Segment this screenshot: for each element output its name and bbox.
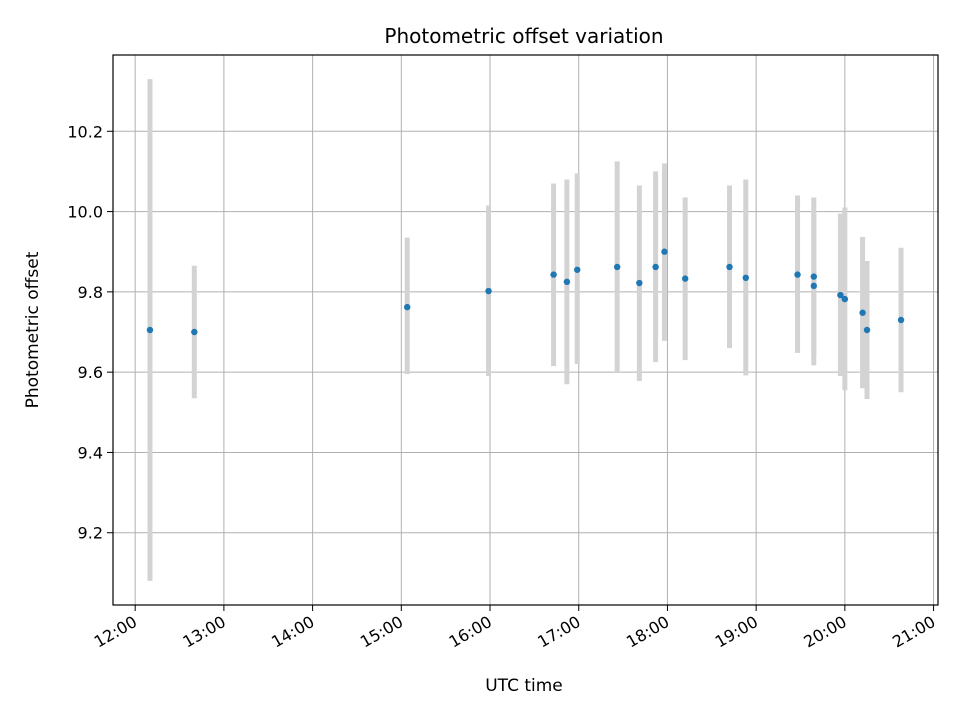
y-tick-label: 9.4 [78,443,103,462]
x-tick-label: 18:00 [623,612,672,652]
x-tick-label: 16:00 [446,612,495,652]
x-tick-label: 14:00 [268,612,317,652]
data-points [146,248,905,336]
error-bars [147,79,904,581]
y-tick-label: 9.8 [78,283,103,302]
data-point [897,316,905,324]
data-point [146,326,154,334]
y-tick-label: 9.2 [78,524,103,543]
y-axis-label: Photometric offset [23,251,43,408]
data-point [404,303,411,311]
x-tick-label: 21:00 [889,612,938,652]
data-point [485,287,492,295]
plot-frame [112,54,939,606]
data-point [636,279,643,287]
data-point [810,273,818,280]
x-tick-label: 20:00 [800,612,849,652]
y-tick-label: 9.6 [78,363,103,382]
x-tick-label: 13:00 [179,612,228,652]
data-point [563,278,571,286]
data-point [794,271,801,278]
data-point [681,275,689,282]
data-point [841,295,849,303]
x-axis-ticks: 12:00 13:00 14:00 15:00 16:00 17:00 18:00 19:00… [91,605,939,652]
y-tick-label: 10.2 [67,122,103,141]
data-point [574,266,581,273]
data-point [742,274,749,282]
y-axis-ticks: 9.2 9.4 9.6 9.8 10.0 10.2 [67,122,113,543]
x-tick-label: 17:00 [534,612,583,652]
data-point [863,326,871,334]
x-tick-label: 15:00 [357,612,406,652]
data-point [837,291,844,299]
data-point [652,263,659,271]
data-point [191,328,198,336]
data-point [726,263,733,271]
x-tick-label: 19:00 [712,612,761,652]
x-axis-label: UTC time [485,676,563,696]
y-tick-label: 10.0 [67,203,103,222]
data-point [613,263,621,271]
data-point [550,271,557,278]
x-tick-label: 12:00 [91,612,140,652]
data-point [859,309,866,316]
chart-title: Photometric offset variation [384,24,663,48]
data-point [810,282,818,290]
data-point [661,248,668,255]
